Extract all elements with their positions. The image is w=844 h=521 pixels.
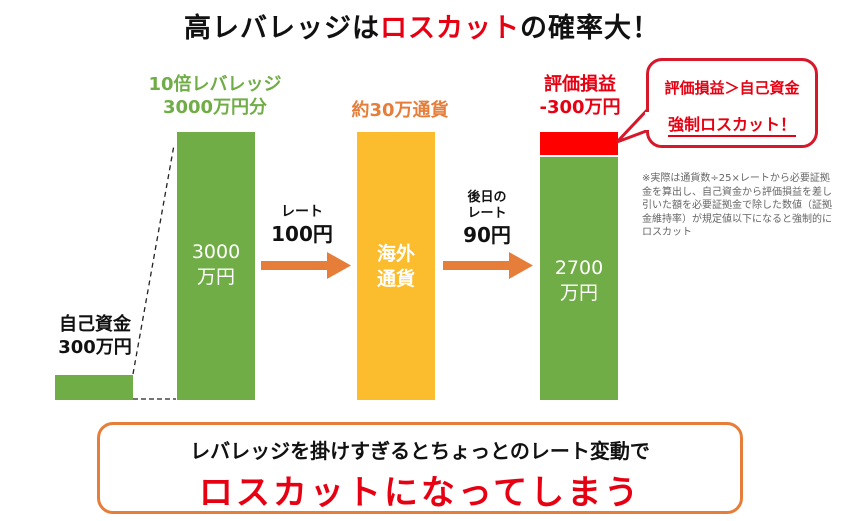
rate2-label-line1: 後日の	[467, 190, 507, 205]
rate2-label-line2: レート	[467, 206, 507, 222]
callout-line2: 強制ロスカット！	[649, 111, 815, 137]
currency-bar	[357, 132, 435, 400]
leverage-bar-line1: 3000	[191, 241, 241, 263]
rate2-label: 後日の レート 90円	[447, 190, 527, 248]
rate1-label-line1: レート	[281, 204, 323, 220]
currency-bar-line1: 海外	[376, 243, 415, 265]
leverage-label-line1: 10倍レバレッジ	[148, 74, 282, 95]
rate1-label: レート 100円	[262, 204, 342, 247]
rate2-label-line3: 90円	[463, 222, 511, 247]
currency-bar-text: 海外 通貨	[357, 242, 435, 291]
title-suffix: の確率大！	[520, 13, 660, 44]
summary-line2: ロスカットになってしまう	[198, 473, 642, 513]
result-bar-line2: 万円	[559, 281, 598, 304]
result-bar	[540, 157, 618, 400]
summary-line1: レバレッジを掛けすぎるとちょっとのレート変動で	[190, 439, 650, 463]
callout-bubble: 評価損益＞自己資金 強制ロスカット！	[646, 58, 818, 148]
own-funds-label-line2: 300万円	[58, 336, 132, 358]
bubble-joint	[645, 112, 651, 130]
result-label-line1: 評価損益	[544, 74, 616, 95]
rate1-label-line2: 100円	[271, 221, 333, 246]
title-prefix: 高レバレッジは	[184, 13, 380, 44]
currency-bar-line2: 通貨	[376, 267, 415, 290]
own-funds-label-line1: 自己資金	[59, 314, 131, 335]
leverage-label-line2: 3000万円分	[162, 96, 268, 118]
leverage-bar-line2: 万円	[196, 265, 235, 288]
result-label: 評価損益 -300万円	[515, 74, 645, 119]
leverage-label: 10倍レバレッジ 3000万円分	[130, 74, 300, 119]
result-label-line2: -300万円	[539, 96, 621, 118]
arrow-right-icon	[261, 252, 351, 279]
own-funds-bar	[55, 375, 133, 400]
result-bar-text: 2700 万円	[540, 256, 618, 305]
summary-box: レバレッジを掛けすぎるとちょっとのレート変動で ロスカットになってしまう	[97, 422, 743, 514]
page-title: 高レバレッジはロスカットの確率大！	[0, 6, 844, 45]
callout-line1: 評価損益＞自己資金	[664, 79, 800, 97]
result-bar-line1: 2700	[554, 257, 604, 279]
arrow-right-icon-2	[443, 252, 533, 279]
own-funds-label: 自己資金 300万円	[40, 314, 150, 359]
currency-label: 約30万通貨	[351, 100, 449, 121]
leverage-bar	[177, 132, 255, 400]
footnote: ※実際は通貨数÷25×レートから必要証拠金を算出し、自己資金から評価損益を差し引…	[642, 173, 832, 238]
title-highlight: ロスカット	[380, 13, 520, 44]
leverage-bar-text: 3000 万円	[177, 240, 255, 289]
loss-bar	[540, 132, 618, 155]
callout-line2-text: 強制ロスカット！	[667, 115, 796, 137]
